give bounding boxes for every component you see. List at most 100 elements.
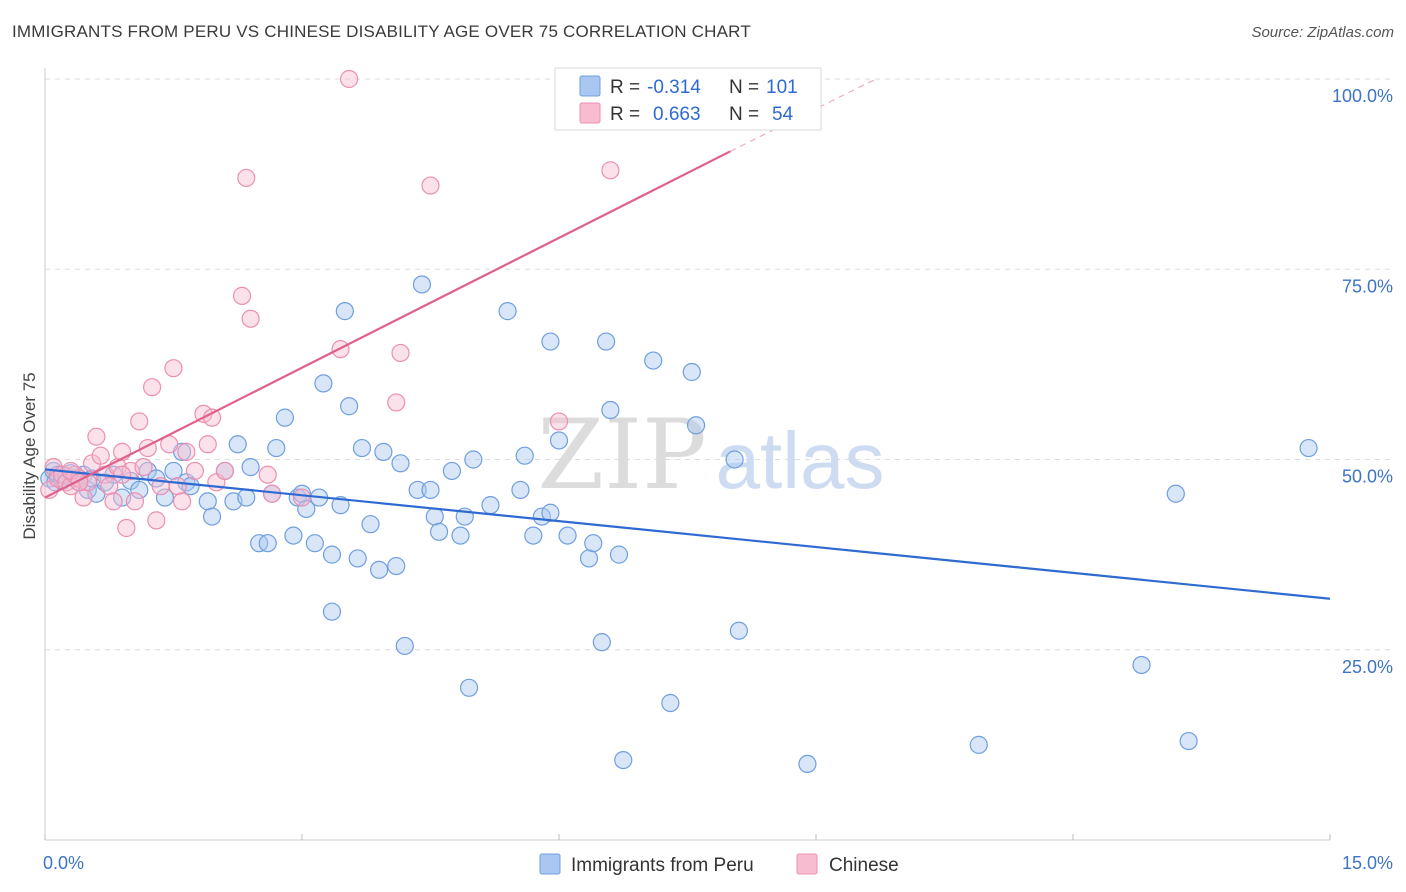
point-peru [284,526,303,545]
point-peru [541,332,560,351]
legend-r-value-peru: -0.314 [647,77,701,98]
trend-line-peru [44,468,1331,600]
point-peru [314,374,333,393]
point-peru [584,534,603,553]
point-peru [609,545,629,564]
point-chinese [74,488,93,507]
legend-bottom-swatch-peru [539,853,561,875]
point-peru [305,534,324,553]
point-chinese [292,488,312,507]
point-peru [340,397,359,416]
point-peru [387,556,406,576]
point-peru [297,499,316,519]
legend-r-label-peru: R = [610,77,640,98]
point-peru [322,602,342,621]
point-chinese [198,435,217,454]
point-peru [592,633,611,652]
point-chinese [164,359,183,378]
series-chinese-points [40,69,620,538]
point-peru [361,515,380,534]
point-chinese [202,408,222,427]
point-chinese [125,492,145,511]
legend-n-value-chinese: 54 [772,104,794,125]
point-peru [459,678,479,697]
point-chinese [241,309,260,328]
legend-r-value-chinese: 0.663 [653,104,701,125]
legend-swatch-peru [579,75,601,97]
point-peru [682,362,701,382]
point-peru [237,488,256,507]
point-peru [258,534,277,553]
point-peru [1132,655,1151,675]
point-peru [661,693,680,713]
point-chinese [147,511,166,530]
point-peru [601,400,620,420]
point-chinese [177,442,196,461]
watermark-zip: ZIP [537,399,706,511]
y-tick-label: 100.0% [1332,86,1393,106]
point-peru [395,636,414,656]
point-peru [1179,731,1198,751]
legend-n-label-peru: N = [729,77,759,98]
point-peru [969,735,988,754]
point-peru [524,526,543,545]
point-peru [597,332,616,351]
point-peru [511,480,530,500]
point-peru [370,560,389,579]
point-peru [729,621,749,640]
point-peru [549,431,569,450]
point-peru [322,545,342,564]
point-chinese [340,69,359,89]
legend-r-label-chinese: R = [610,104,640,125]
point-chinese [87,427,106,446]
point-peru [498,302,517,321]
watermark: ZIP atlas [537,399,884,511]
point-peru [686,416,706,435]
point-chinese [134,458,153,477]
legend-bottom-label-peru: Immigrants from Peru [571,855,754,876]
point-chinese [232,286,252,305]
source-label: Source: ZipAtlas.com [1251,24,1394,41]
point-peru [412,275,432,294]
point-chinese [185,461,205,481]
point-peru [429,522,449,541]
axes [44,68,1331,841]
point-peru [481,496,500,515]
point-peru [558,526,577,545]
point-peru [1299,438,1318,458]
legend-swatch-chinese [579,102,601,124]
point-chinese [387,393,406,412]
point-peru [335,302,354,321]
point-peru [579,549,599,568]
point-peru [348,549,367,568]
point-peru [391,454,410,473]
legend-series: Immigrants from Peru Chinese [539,853,899,876]
point-peru [155,488,175,507]
point-peru [644,351,663,370]
point-peru [352,438,372,458]
point-chinese [215,461,234,481]
trend-line-chinese [44,150,731,499]
point-peru [421,480,440,500]
point-peru [241,458,260,477]
point-peru [425,507,444,526]
point-chinese [130,412,149,431]
point-chinese [91,446,110,465]
point-chinese [601,161,620,180]
y-axis-title: Disability Age Over 75 [20,372,39,539]
legend-bottom-label-chinese: Chinese [829,855,899,876]
point-peru [267,438,286,458]
legend-bottom-swatch-chinese [796,853,818,875]
tick-labels: 25.0% 50.0% 75.0% 100.0% 0.0% 15.0% [43,86,1393,873]
legend-n-value-peru: 101 [766,77,798,98]
point-chinese [237,168,256,188]
point-peru [198,492,217,511]
x-tick-label: 0.0% [43,853,84,873]
point-peru [451,526,470,545]
point-peru [1166,484,1185,503]
point-chinese [421,176,440,195]
point-peru [725,450,744,469]
point-chinese [112,465,132,484]
point-chinese [391,343,410,363]
